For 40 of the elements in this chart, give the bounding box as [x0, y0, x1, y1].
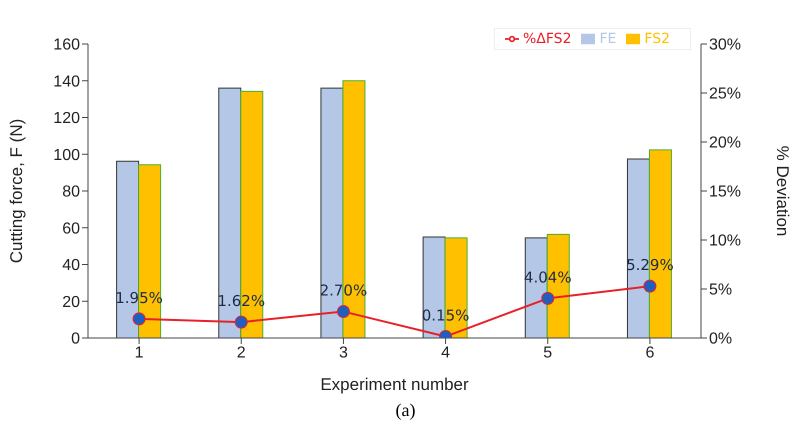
y-tick-label: 20 [62, 294, 80, 311]
y2-tick-label: 15% [709, 184, 742, 201]
y-tick-label: 140 [53, 73, 80, 90]
data-label: 4.04% [524, 268, 572, 286]
point [643, 280, 656, 293]
y-tick-label: 80 [62, 184, 80, 201]
legend-label: FS2 [644, 31, 670, 47]
x-tick-label: 6 [645, 344, 654, 362]
y2-tick-label: 25% [709, 86, 742, 103]
x-axis-title: Experiment number [320, 375, 470, 394]
data-label: 0.15% [422, 306, 470, 325]
x-tick-label: 4 [441, 344, 450, 362]
x-tick-label: 2 [236, 344, 246, 362]
point [541, 292, 554, 305]
y2-tick-label: 0% [709, 330, 732, 348]
legend-label: %ΔFS2 [523, 31, 572, 47]
x-tick-label: 1 [134, 344, 144, 362]
y2-tick-label: 10% [709, 232, 742, 250]
text: (a) [394, 400, 416, 421]
y2-tick-label: 20% [709, 134, 742, 152]
y2-tick-label: 30% [709, 36, 742, 54]
y-tick-label: 120 [53, 110, 80, 128]
y-tick-label: 40 [62, 257, 80, 274]
data-label: 5.29% [626, 256, 674, 274]
data-label: 1.62% [217, 292, 266, 310]
data-label: 2.70% [320, 282, 368, 300]
legend-label: FE [599, 31, 616, 47]
y-axis-title: Cutting force, F (N) [7, 118, 26, 264]
data-label: 1.95% [115, 288, 163, 307]
x-tick-label: 3 [338, 344, 348, 362]
y-tick-label: 160 [53, 36, 80, 54]
point [336, 305, 350, 318]
y2-tick-label: 5% [709, 282, 732, 299]
y2-axis-title: % Deviation [772, 146, 792, 236]
point [234, 316, 248, 329]
x-tick-label: 5 [543, 344, 552, 362]
point [132, 312, 146, 326]
y-tick-label: 60 [62, 220, 80, 238]
y-tick-label: 100 [53, 146, 80, 164]
y-tick-label: 0 [71, 330, 80, 348]
